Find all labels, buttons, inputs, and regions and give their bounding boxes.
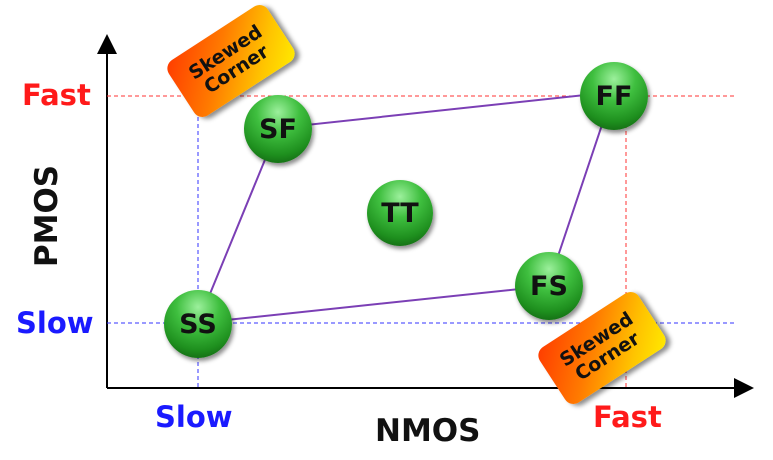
corner-tt: TT	[367, 180, 433, 246]
corner-ss: SS	[164, 290, 232, 358]
corner-sf: SF	[244, 95, 312, 163]
corner-ff: FF	[580, 62, 648, 130]
pmos-slow-label: Slow	[16, 306, 94, 340]
pmos-fast-label: Fast	[22, 78, 91, 112]
y-axis-title: PMOS	[29, 164, 65, 268]
nmos-fast-label: Fast	[593, 400, 662, 434]
corner-fs: FS	[515, 252, 583, 320]
x-axis-title: NMOS	[375, 413, 481, 449]
nmos-slow-label: Slow	[155, 400, 233, 434]
